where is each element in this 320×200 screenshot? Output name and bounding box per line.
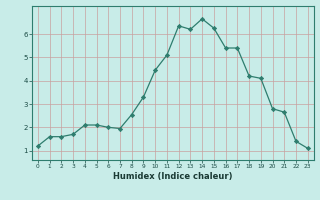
- X-axis label: Humidex (Indice chaleur): Humidex (Indice chaleur): [113, 172, 233, 181]
